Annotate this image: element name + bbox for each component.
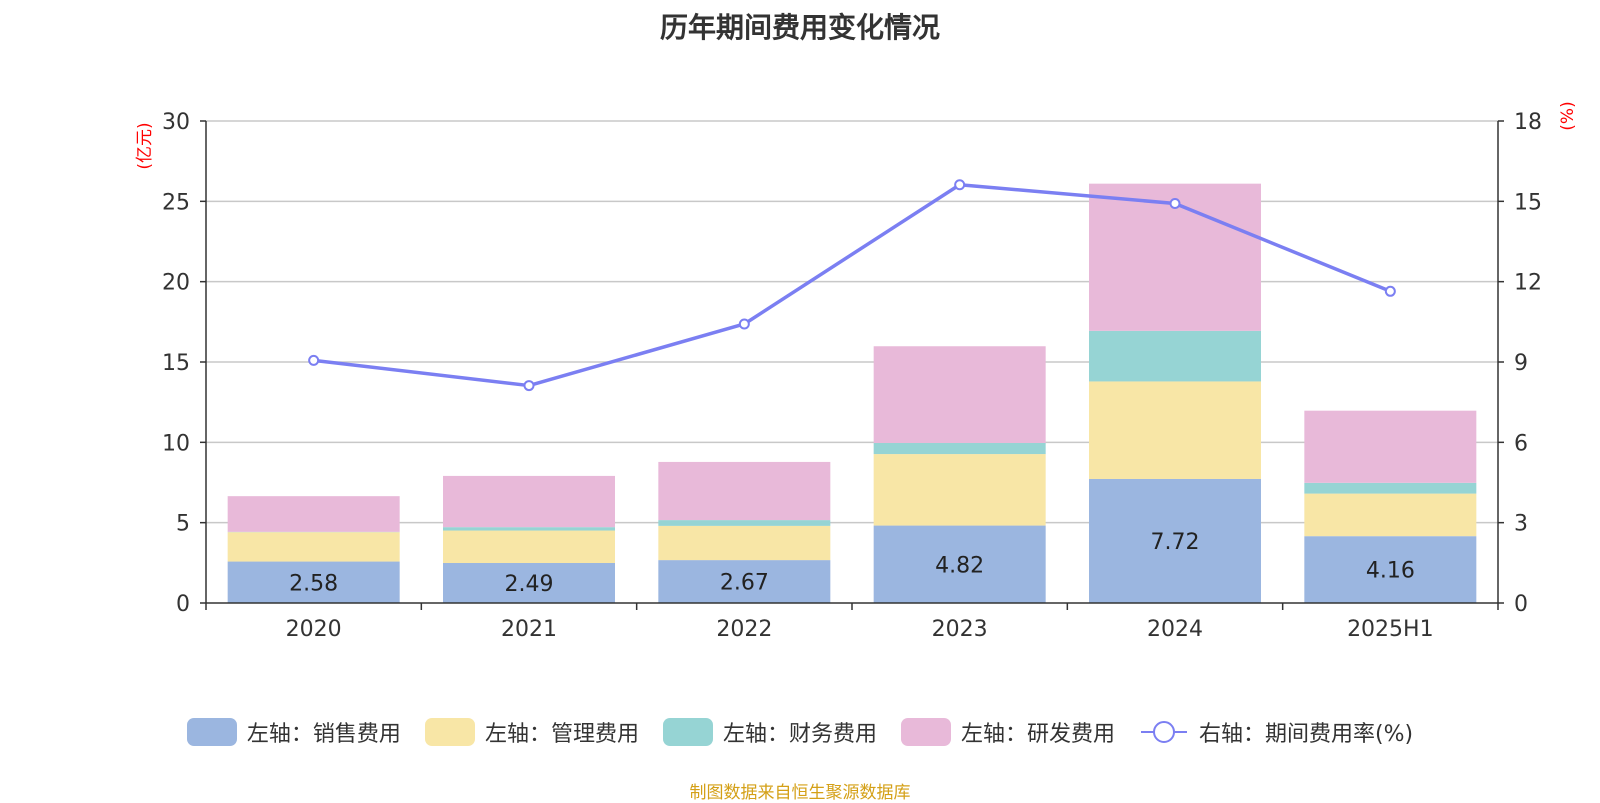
legend-label: 左轴：研发费用 xyxy=(961,716,1115,748)
right-axis-tick-label: 18 xyxy=(1514,110,1542,135)
legend-item[interactable]: 左轴：销售费用 xyxy=(187,716,401,748)
legend-label: 左轴：管理费用 xyxy=(485,716,639,748)
legend-item[interactable]: 左轴：研发费用 xyxy=(901,716,1115,748)
rate-point xyxy=(740,319,749,328)
bar-segment xyxy=(443,476,615,527)
bar-data-label: 2.67 xyxy=(720,571,769,596)
right-axis-unit: (%) xyxy=(1558,101,1578,130)
legend-swatch xyxy=(425,718,475,746)
rate-point xyxy=(1171,199,1180,208)
bar-segment xyxy=(1304,494,1476,537)
bar-data-label: 2.49 xyxy=(505,572,554,597)
legend-swatch xyxy=(901,718,951,746)
bar-segment xyxy=(874,443,1046,454)
x-axis-tick-label: 2020 xyxy=(286,617,342,642)
bar-segment xyxy=(1304,483,1476,494)
source-note: 制图数据来自恒生聚源数据库 xyxy=(0,778,1600,803)
x-axis-tick-label: 2024 xyxy=(1147,617,1203,642)
bar-data-label: 2.58 xyxy=(289,571,338,596)
bar-segment xyxy=(443,527,615,530)
right-axis-tick-label: 15 xyxy=(1514,190,1542,215)
rate-point xyxy=(955,180,964,189)
left-axis-tick-label: 30 xyxy=(162,110,190,135)
right-axis-tick-label: 0 xyxy=(1514,592,1528,617)
legend: 左轴：销售费用 左轴：管理费用 左轴：财务费用 左轴：研发费用 右轴：期间费用率(%) xyxy=(0,716,1600,748)
bar-segment xyxy=(874,346,1046,443)
bar-data-label: 7.72 xyxy=(1151,530,1200,555)
legend-line-marker-icon xyxy=(1139,718,1189,746)
bar-segment xyxy=(874,454,1046,525)
left-axis-tick-label: 20 xyxy=(162,271,190,296)
bar-segment xyxy=(443,531,615,563)
legend-item[interactable]: 右轴：期间费用率(%) xyxy=(1139,716,1413,748)
legend-label: 右轴：期间费用率(%) xyxy=(1199,716,1413,748)
legend-label: 左轴：财务费用 xyxy=(723,716,877,748)
left-axis-tick-label: 25 xyxy=(162,190,190,215)
bar-segment xyxy=(1089,381,1261,479)
right-axis-tick-label: 9 xyxy=(1514,351,1528,376)
bar-data-label: 4.82 xyxy=(935,553,984,578)
legend-label: 左轴：销售费用 xyxy=(247,716,401,748)
grid-layer xyxy=(206,121,1498,523)
bar-segment xyxy=(228,496,400,532)
rate-point xyxy=(309,356,318,365)
right-axis-tick-label: 6 xyxy=(1514,431,1528,456)
x-axis-tick-label: 2025H1 xyxy=(1347,617,1434,642)
left-axis-unit: (亿元) xyxy=(135,122,155,169)
legend-item[interactable]: 左轴：财务费用 xyxy=(663,716,877,748)
bar-data-label: 4.16 xyxy=(1366,559,1415,584)
left-axis-tick-label: 5 xyxy=(176,512,190,537)
right-axis-tick-label: 12 xyxy=(1514,271,1542,296)
x-axis-tick-label: 2023 xyxy=(932,617,988,642)
bar-segment xyxy=(658,462,830,520)
legend-item[interactable]: 左轴：管理费用 xyxy=(425,716,639,748)
legend-swatch xyxy=(187,718,237,746)
x-axis-tick-label: 2021 xyxy=(501,617,557,642)
bar-segment xyxy=(658,520,830,526)
right-axis-tick-label: 3 xyxy=(1514,512,1528,537)
bar-segment xyxy=(1089,331,1261,382)
rate-point xyxy=(1386,287,1395,296)
left-axis-tick-label: 0 xyxy=(176,592,190,617)
bar-segment xyxy=(228,532,400,561)
bar-layer xyxy=(228,184,1477,603)
x-axis-tick-label: 2022 xyxy=(716,617,772,642)
left-axis-tick-label: 10 xyxy=(162,431,190,456)
left-axis-tick-label: 15 xyxy=(162,351,190,376)
bar-segment xyxy=(658,526,830,560)
rate-point xyxy=(525,381,534,390)
legend-swatch xyxy=(663,718,713,746)
bar-segment xyxy=(1304,411,1476,483)
